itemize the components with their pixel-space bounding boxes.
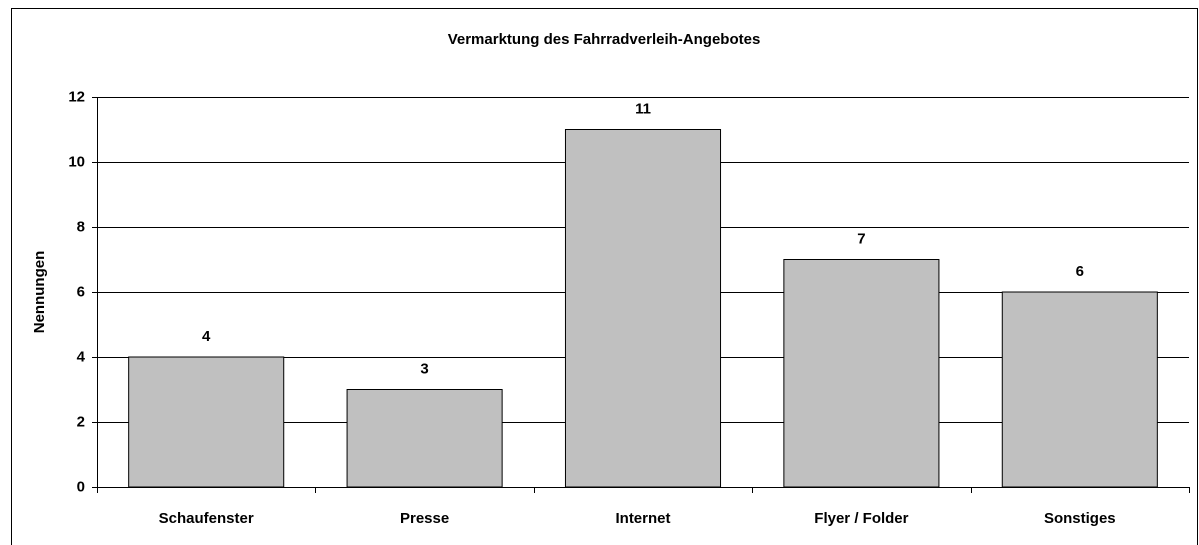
bar	[346, 389, 503, 488]
y-tick-label: 0	[77, 478, 85, 495]
y-tick-label: 12	[68, 88, 85, 105]
y-tick-label: 2	[77, 413, 85, 430]
data-label: 3	[420, 360, 428, 377]
x-tick-label: Flyer / Folder	[814, 510, 908, 527]
y-tick-label: 8	[77, 218, 85, 235]
bar	[1001, 291, 1158, 488]
bar	[783, 259, 940, 488]
x-tick-label: Internet	[615, 510, 670, 527]
data-label: 4	[202, 328, 211, 345]
chart-title: Vermarktung des Fahrradverleih-Angebotes	[448, 31, 761, 48]
data-label: 7	[857, 230, 865, 247]
x-tick-label: Sonstiges	[1044, 510, 1116, 527]
y-axis-label: Nennungen	[31, 251, 48, 334]
y-tick-label: 10	[68, 153, 85, 170]
x-tick-label: Presse	[400, 510, 449, 527]
y-tick-label: 6	[77, 283, 85, 300]
bar	[564, 129, 722, 488]
bar	[128, 356, 285, 488]
y-tick-label: 4	[77, 348, 86, 365]
x-tick-label: Schaufenster	[159, 510, 254, 527]
data-label: 11	[635, 100, 651, 117]
data-label: 6	[1076, 263, 1084, 280]
